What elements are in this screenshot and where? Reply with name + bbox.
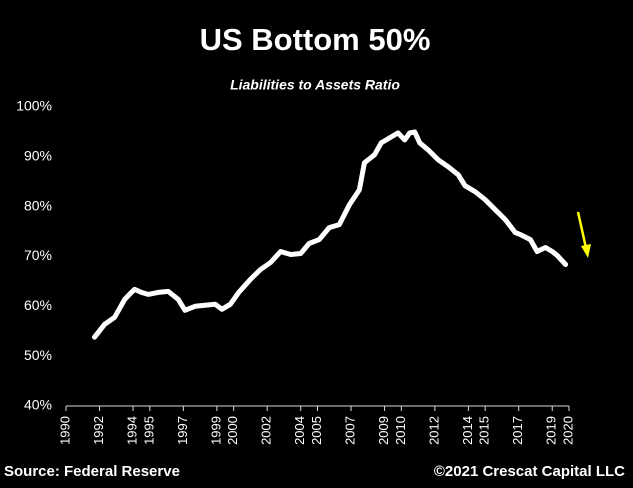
- x-tick-label: 1990: [57, 416, 72, 445]
- y-tick-label: 90%: [24, 148, 52, 164]
- y-tick-label: 60%: [24, 297, 52, 313]
- x-tick-label: 2010: [393, 416, 408, 445]
- x-tick-label: 2007: [342, 416, 357, 445]
- x-tick-label: 1999: [208, 416, 223, 445]
- arrow: [576, 211, 591, 258]
- data-line: [92, 129, 569, 340]
- x-tick-label: 1992: [91, 416, 106, 445]
- x-tick-label: 2002: [259, 416, 274, 445]
- y-tick-label: 40%: [24, 397, 52, 413]
- y-tick-label: 70%: [24, 247, 52, 263]
- x-tick-label: 2014: [460, 416, 475, 445]
- x-tick-label: 2015: [477, 416, 492, 445]
- y-tick-label: 50%: [24, 347, 52, 363]
- x-tick-label: 1995: [141, 416, 156, 445]
- chart-title: US Bottom 50%: [200, 22, 431, 57]
- x-tick-label: 1997: [175, 416, 190, 445]
- chart-subtitle: Liabilities to Assets Ratio: [230, 77, 400, 93]
- x-tick-label: 2000: [225, 416, 240, 445]
- x-tick-label: 2019: [544, 416, 559, 445]
- source: Source: Federal Reserve: [4, 463, 180, 480]
- x-tick-label: 2004: [292, 416, 307, 445]
- x-tick-label: 2012: [426, 416, 441, 445]
- x-tick-label: 2009: [376, 416, 391, 445]
- x-tick-label: 2005: [309, 416, 324, 445]
- x-tick-label: 2020: [560, 416, 575, 445]
- x-tick-label: 2017: [510, 416, 525, 445]
- y-tick-label: 100%: [16, 98, 52, 114]
- y-tick-label: 80%: [24, 197, 52, 213]
- x-tick-label: 1994: [125, 416, 140, 445]
- credit: ©2021 Crescat Capital LLC: [434, 463, 625, 480]
